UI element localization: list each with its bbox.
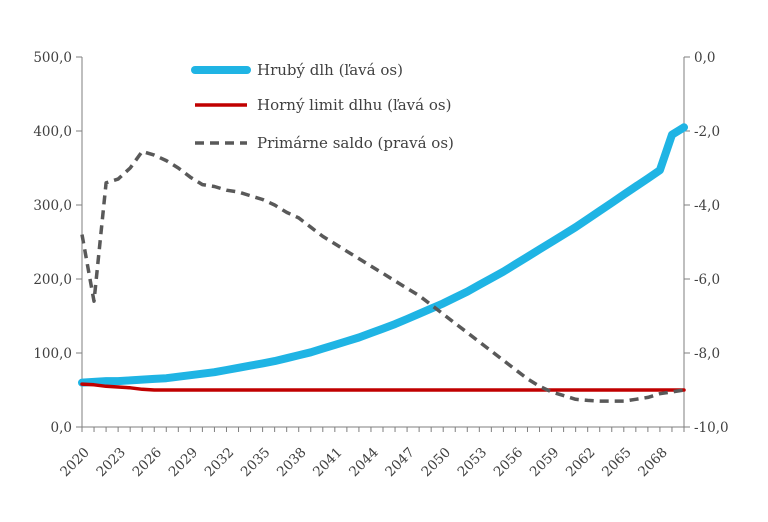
y-left-tick-label: 0,0 [51,420,72,436]
y-left-tick-label: 400,0 [33,124,72,140]
x-tick-label: 2047 [382,445,418,481]
x-tick-label: 2041 [310,445,346,481]
legend-label-3: Primárne saldo (pravá os) [257,134,454,152]
y-right-tick-label: -2,0 [694,124,720,140]
series-line-1 [78,123,688,387]
series-line-2 [80,382,686,392]
y-left-tick-label: 200,0 [33,272,72,288]
axes: 0,0 100,0 200,0 300,0 400,0 500,0 -10,0 -8,0 -6,… [33,50,728,480]
x-tick-label: 2050 [418,445,454,481]
y-left-tick-label: 500,0 [33,50,72,66]
y-left-tick-label: 100,0 [33,346,72,362]
x-tick-label: 2023 [93,445,129,481]
y-right-tick-label: -10,0 [694,420,729,436]
y-right-tick-label: -6,0 [694,272,720,288]
x-tick-label: 2062 [563,445,599,481]
legend: Hrubý dlh (ľavá os) Horný limit dlhu (ľav… [191,61,454,152]
x-tick-label: 2059 [527,445,563,481]
x-tick-label: 2068 [635,445,671,481]
y-right-tick-label: -8,0 [694,346,720,362]
y-left-tick-label: 300,0 [33,198,72,214]
y-right-tick-label: -4,0 [694,198,720,214]
series-line-3 [80,149,685,403]
x-tick-label: 2038 [274,445,310,481]
x-tick-label: 2029 [166,445,202,481]
x-tick-label: 2044 [346,445,382,481]
x-tick-label: 2026 [129,445,165,481]
x-tick-label: 2056 [491,445,527,481]
legend-label-2: Horný limit dlhu (ľavá os) [257,96,451,114]
x-tick-label: 2035 [238,445,274,481]
y-right-tick-label: 0,0 [694,50,715,66]
series-lines [78,123,688,403]
x-tick-label: 2065 [599,445,635,481]
x-tick-label: 2053 [455,445,491,481]
legend-label-1: Hrubý dlh (ľavá os) [257,61,403,79]
x-tick-label: 2032 [202,445,238,481]
x-tick-label: 2020 [57,445,93,481]
